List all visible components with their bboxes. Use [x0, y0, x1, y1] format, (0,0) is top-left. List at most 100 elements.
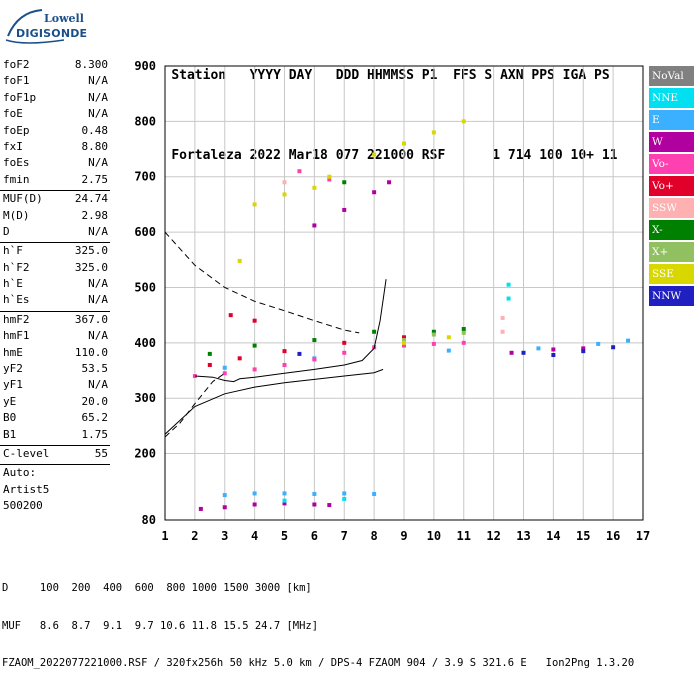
echo-point-e: [596, 341, 601, 346]
param-divider: [0, 444, 110, 446]
x-tick-label: 8: [371, 529, 378, 543]
x-tick-label: 5: [281, 529, 288, 543]
echo-point-vo: [342, 340, 347, 345]
param-name: MUF(D): [3, 192, 43, 206]
param-row: h`Es N/A: [0, 293, 110, 309]
x-tick-label: 1: [161, 529, 168, 543]
param-value: 325.0: [74, 260, 108, 274]
param-name: hmE: [3, 345, 23, 359]
param-name: fmin: [3, 172, 30, 186]
param-row: hmF1 N/A: [0, 329, 110, 345]
x-tick-label: 6: [311, 529, 318, 543]
echo-point-vo: [461, 340, 466, 345]
y-tick-label: 800: [134, 114, 156, 128]
echo-point-w: [342, 207, 347, 212]
y-tick-label: 200: [134, 447, 156, 461]
ionogram-chart: 1 2 3 4 5 6 7 8 9 10 11 12 13 14 15 16 17802003004005006…: [134, 59, 650, 543]
echo-point-w: [372, 190, 377, 195]
logo-line1: Lowell: [44, 12, 84, 25]
param-row: hmE 110.0: [0, 346, 110, 362]
legend-item: NNW: [649, 286, 694, 306]
echo-point-vo: [228, 313, 233, 318]
echo-point-ssw: [500, 329, 505, 334]
param-row: foF2 8.300: [0, 58, 110, 74]
param-row: h`E N/A: [0, 277, 110, 293]
echo-point-sse: [372, 152, 377, 157]
autoscale-line: Auto:: [0, 466, 110, 482]
echo-point-nne: [282, 498, 287, 503]
echo-point-x: [402, 338, 406, 343]
autoscale-line: Artist5: [0, 483, 110, 499]
echo-point-nnw: [521, 350, 526, 355]
x-tick-label: 13: [516, 529, 530, 543]
param-row: foEp 0.48: [0, 124, 110, 140]
autoscale-text: Auto:: [3, 466, 37, 480]
param-value: N/A: [88, 329, 108, 343]
plot-frame: [164, 65, 644, 521]
autoscale-line: 500200: [0, 499, 110, 515]
legend-item: SSW: [649, 198, 694, 218]
param-value: N/A: [88, 74, 108, 88]
param-name: fxI: [3, 139, 23, 153]
param-value: 110.0: [74, 345, 108, 359]
param-value: 53.5: [81, 362, 109, 376]
echo-point-sse: [327, 174, 332, 179]
param-value: N/A: [88, 378, 108, 392]
param-row: h`F2 325.0: [0, 261, 110, 277]
echo-point-nnw: [581, 349, 586, 354]
echo-point-e: [536, 346, 541, 351]
param-row: foF1 N/A: [0, 74, 110, 90]
param-value: 8.300: [74, 58, 108, 71]
param-row: yF1 N/A: [0, 378, 110, 394]
echo-point-e: [312, 491, 317, 496]
header-label-flags: FFS S AXN PPS IGA PS: [453, 68, 610, 83]
param-name: yF2: [3, 362, 23, 376]
echo-point-vo: [282, 362, 287, 367]
echo-point-vo: [402, 343, 406, 348]
legend-item: SSE: [649, 264, 694, 284]
param-row: M(D) 2.98: [0, 209, 110, 225]
echo-point-e: [282, 491, 287, 496]
param-name: B1: [3, 427, 17, 441]
footer-distance-row: D 100 200 400 600 800 1000 1500 3000 [km…: [2, 582, 312, 594]
param-name: h`F2: [3, 260, 30, 274]
param-row: yE 20.0: [0, 395, 110, 411]
param-value: 2.75: [81, 172, 109, 186]
echo-point-vo: [222, 371, 227, 376]
param-name: foEp: [3, 123, 30, 137]
param-divider: [0, 242, 110, 244]
param-row: B1 1.75: [0, 428, 110, 444]
model-curve-profile: [165, 368, 384, 435]
param-row: B0 65.2: [0, 411, 110, 427]
echo-point-vo: [431, 341, 436, 346]
echo-point-nne: [506, 282, 511, 287]
model-curve-muf: [165, 231, 360, 334]
echo-point-nnw: [551, 353, 556, 358]
echo-point-w: [551, 347, 556, 352]
header-label-date: YYYY DAY: [249, 68, 313, 83]
x-tick-label: 7: [341, 529, 348, 543]
param-name: yF1: [3, 378, 23, 392]
footer-text: D 100 200 400 600 800 1000 1500 3000 [km…: [2, 557, 634, 682]
param-name: hmF2: [3, 312, 30, 326]
echo-point-w: [222, 505, 227, 510]
echo-point-e: [222, 365, 227, 370]
x-tick-label: 15: [576, 529, 590, 543]
legend-item: Vo+: [649, 176, 694, 196]
echo-point-ssw: [282, 180, 287, 185]
param-name: foE: [3, 107, 23, 121]
echo-point-vo: [342, 350, 347, 355]
param-name: h`F: [3, 244, 23, 258]
param-value: 24.74: [74, 192, 108, 206]
param-value: 2.98: [81, 208, 109, 222]
echo-point-vo: [192, 374, 197, 379]
echo-point-x: [252, 343, 257, 348]
echo-point-w: [509, 350, 514, 355]
echo-point-vo: [312, 357, 317, 362]
echo-point-w: [282, 501, 287, 506]
echo-point-x: [372, 329, 377, 334]
echo-point-sse: [402, 340, 406, 345]
y-tick-label: 300: [134, 391, 156, 405]
echo-point-w: [327, 503, 332, 508]
echo-point-vo: [237, 356, 242, 361]
